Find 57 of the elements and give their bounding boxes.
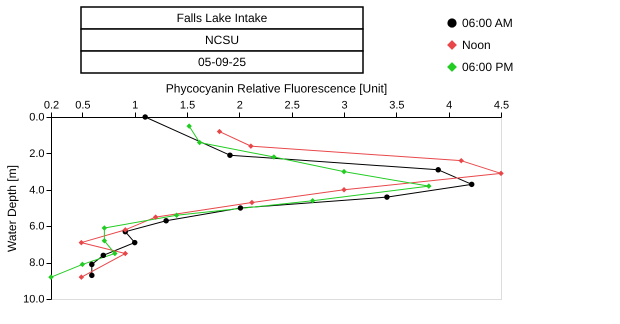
point <box>100 252 106 258</box>
x-axis-title: Phycocyanin Relative Fluorescence [Unit] <box>166 82 388 96</box>
point <box>80 262 86 268</box>
point <box>122 250 128 256</box>
legend-label: 06:00 PM <box>462 60 514 74</box>
point <box>142 114 148 120</box>
point <box>163 218 169 224</box>
point <box>435 167 441 173</box>
x-tick-label: 4.5 <box>494 100 510 112</box>
point <box>152 214 158 220</box>
legend-label: 06:00 AM <box>462 16 513 30</box>
y-tick-label: 2.0 <box>29 148 44 160</box>
y-tick-label: 8.0 <box>29 257 44 270</box>
x-tick-label: 1 <box>132 100 138 112</box>
point <box>249 200 255 206</box>
point <box>271 154 277 160</box>
point <box>102 225 108 231</box>
point <box>468 182 474 188</box>
y-tick-label: 4.0 <box>29 184 44 196</box>
point <box>341 187 347 193</box>
point <box>89 272 95 278</box>
x-tick-label: 0.2 <box>44 100 60 112</box>
point <box>426 183 432 189</box>
x-tick-label: 1.5 <box>180 100 196 112</box>
point <box>341 168 347 174</box>
x-tick-label: 2.5 <box>284 100 300 112</box>
point <box>216 128 222 134</box>
legend-label: Noon <box>462 38 491 52</box>
y-tick-label: 0.0 <box>29 112 44 124</box>
point <box>102 238 108 244</box>
point <box>78 240 84 246</box>
point <box>458 158 464 164</box>
point <box>89 262 95 268</box>
point <box>196 140 202 146</box>
point <box>186 123 192 129</box>
point <box>112 250 118 256</box>
chart-subtitle: NCSU <box>204 33 240 47</box>
x-tick-label: 0.5 <box>75 100 91 112</box>
point <box>174 212 180 218</box>
x-tick-label: 2 <box>236 100 243 112</box>
x-tick-label: 3.5 <box>389 100 404 112</box>
point <box>238 205 244 211</box>
x-tick-label: 3 <box>341 100 348 112</box>
point <box>384 194 390 200</box>
text: 05-09-25 <box>198 55 246 69</box>
point <box>498 170 504 176</box>
point <box>310 198 316 204</box>
point <box>132 240 138 246</box>
y-tick-label: 10.0 <box>23 294 44 306</box>
x-tick-label: 4 <box>446 100 452 112</box>
y-tick-label: 6.0 <box>29 220 44 233</box>
point <box>227 152 233 158</box>
point <box>48 274 54 280</box>
point <box>248 143 254 149</box>
point <box>78 274 84 280</box>
y-axis-title: Water Depth [m] <box>5 165 20 252</box>
chart-title: Falls Lake Intake <box>176 11 268 25</box>
